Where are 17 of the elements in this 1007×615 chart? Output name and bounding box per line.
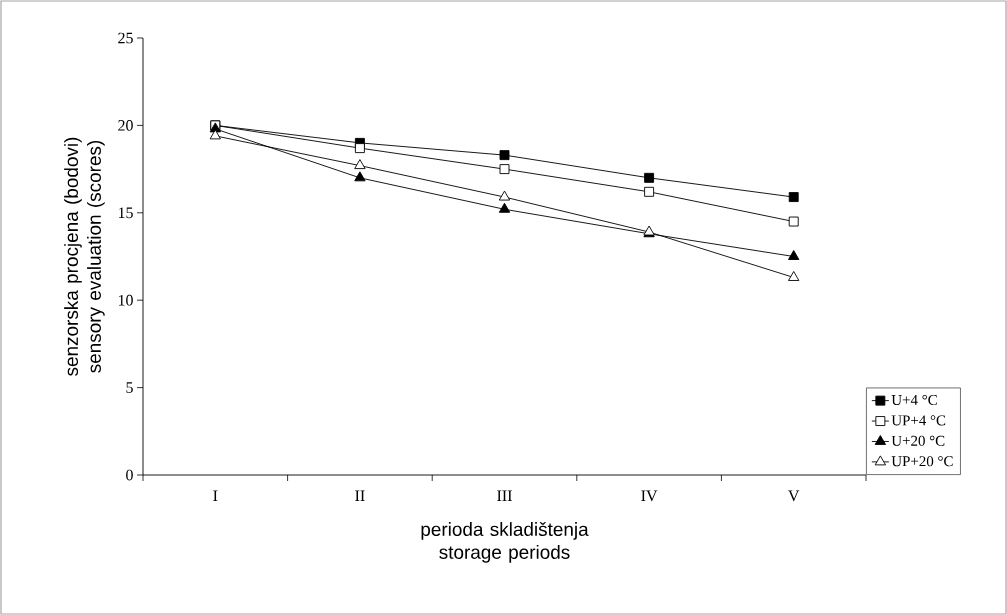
- y-axis-title: senzorska procjena (bodovi) sensory evaluation (scores): [64, 137, 105, 376]
- x-tick-label: IV: [641, 490, 658, 502]
- x-tick-label: II: [355, 490, 365, 501]
- legend-label: U+4 °C: [891, 394, 937, 405]
- legend-label: UP+4 °C: [891, 415, 946, 426]
- x-axis-title: perioda skladištenja storage periods: [421, 522, 589, 563]
- y-tick-label: 15: [118, 207, 133, 219]
- y-tick-label: 20: [118, 120, 133, 131]
- x-tick-label: V: [788, 490, 800, 502]
- x-tick-label: I: [213, 490, 218, 501]
- y-tick-label: 0: [126, 469, 133, 481]
- x-tick-label: III: [497, 490, 512, 501]
- legend-label: UP+20 °C: [891, 456, 953, 467]
- y-tick-label: 25: [118, 32, 133, 44]
- y-tick-label: 5: [126, 382, 133, 393]
- y-tick-label: 10: [118, 294, 133, 306]
- legend-label: U+20 °C: [891, 435, 945, 446]
